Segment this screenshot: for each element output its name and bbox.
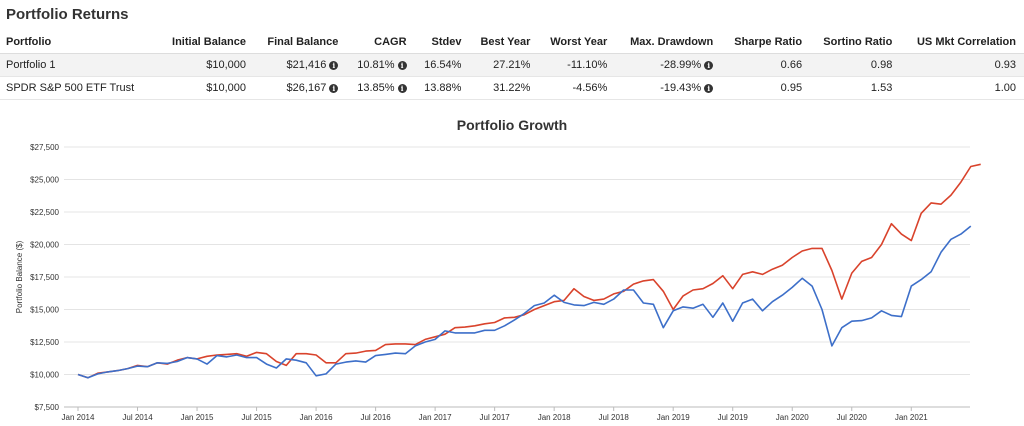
x-tick-label: Jan 2016	[300, 413, 333, 422]
cell-value: 10.81%	[357, 59, 395, 71]
y-tick-label: $10,000	[30, 371, 59, 380]
x-tick-label: Jan 2020	[776, 413, 809, 422]
cell-final: $21,416 i	[254, 53, 347, 77]
table-row: SPDR S&P 500 ETF Trust $10,000 $26,167 i 13.…	[0, 76, 1024, 100]
cell-initial: $10,000	[158, 76, 254, 100]
table-row: Portfolio 1 $10,000 $21,416 i 10.81% i 16.54% 2…	[0, 53, 1024, 77]
y-tick-label: $20,000	[30, 241, 59, 250]
cell-worst: -4.56%	[538, 76, 616, 100]
column-header[interactable]: Portfolio	[0, 30, 159, 54]
cell-value: -4.56%	[572, 82, 608, 94]
cell-drawdown: -19.43% i	[615, 76, 722, 100]
column-header[interactable]: Stdev	[414, 30, 470, 54]
x-tick-label: Jul 2018	[599, 413, 630, 422]
cell-final: $26,167 i	[254, 76, 347, 100]
x-tick-label: Jul 2016	[360, 413, 391, 422]
cell-value: 0.98	[870, 59, 893, 71]
cell-cagr: 13.85% i	[346, 76, 415, 100]
x-tick-label: Jan 2017	[419, 413, 452, 422]
info-circle-icon[interactable]: i	[329, 61, 339, 70]
info-circle-icon[interactable]: i	[397, 61, 407, 70]
y-tick-label: $7,500	[35, 403, 60, 412]
y-tick-label: $25,000	[30, 176, 59, 185]
cell-value: 0.93	[994, 59, 1016, 71]
column-header[interactable]: Worst Year	[538, 30, 616, 54]
y-tick-label: $22,500	[30, 208, 59, 217]
cell-sharpe: 0.95	[721, 76, 811, 100]
column-header[interactable]: Sortino Ratio	[810, 30, 901, 54]
cell-value: 16.54%	[424, 59, 462, 71]
cell-sharpe: 0.66	[721, 53, 811, 77]
column-header[interactable]: Initial Balance	[158, 30, 254, 54]
cell-stdev: 16.54%	[414, 53, 470, 77]
y-tick-label: $12,500	[30, 338, 59, 347]
info-circle-icon[interactable]: i	[704, 61, 714, 70]
series-line-1	[77, 163, 981, 379]
x-tick-label: Jul 2017	[480, 413, 511, 422]
cell-value: 27.21%	[493, 59, 531, 71]
cell-corr: 1.00	[900, 76, 1024, 100]
column-header[interactable]: Max. Drawdown	[615, 30, 722, 54]
column-header[interactable]: US Mkt Correlation	[900, 30, 1024, 54]
cell-drawdown: -28.99% i	[615, 53, 722, 77]
cell-value: -28.99%	[660, 59, 702, 71]
x-tick-label: Jul 2019	[718, 413, 749, 422]
cell-stdev: 13.88%	[414, 76, 470, 100]
cell-portfolio: Portfolio 1	[0, 53, 159, 77]
info-circle-icon[interactable]: i	[704, 84, 714, 93]
x-tick-label: Jul 2014	[122, 413, 153, 422]
cell-value: SPDR S&P 500 ETF Trust	[6, 82, 135, 94]
cell-sortino: 1.53	[810, 76, 901, 100]
x-tick-label: Jan 2018	[538, 413, 571, 422]
x-tick-label: Jan 2015	[181, 413, 214, 422]
cell-value: 1.00	[994, 82, 1016, 94]
column-header[interactable]: Best Year	[469, 30, 539, 54]
column-header[interactable]: CAGR	[346, 30, 415, 54]
cell-value: $10,000	[206, 82, 246, 94]
chart-title: Portfolio Growth	[456, 117, 568, 133]
column-header[interactable]: Final Balance	[254, 30, 347, 54]
x-tick-label: Jan 2019	[657, 413, 690, 422]
y-tick-label: $27,500	[30, 143, 59, 152]
cell-value: 13.88%	[424, 82, 462, 94]
cell-worst: -11.10%	[538, 53, 616, 77]
cell-value: 1.53	[870, 82, 893, 94]
cell-best: 31.22%	[469, 76, 539, 100]
cell-value: -11.10%	[567, 59, 608, 71]
cell-value: $10,000	[206, 59, 246, 71]
cell-value: $21,416	[286, 59, 327, 71]
y-axis-label: Portfolio Balance ($)	[15, 240, 24, 313]
cell-value: 0.66	[780, 59, 803, 71]
cell-corr: 0.93	[900, 53, 1024, 77]
info-circle-icon[interactable]: i	[397, 84, 407, 93]
x-tick-label: Jan 2014	[62, 413, 95, 422]
cell-portfolio: SPDR S&P 500 ETF Trust	[0, 76, 159, 100]
x-tick-label: Jul 2015	[241, 413, 272, 422]
column-header[interactable]: Sharpe Ratio	[721, 30, 811, 54]
cell-value: -19.43%	[660, 82, 702, 94]
section-title: Portfolio Returns	[6, 6, 129, 23]
cell-value: 13.85%	[357, 82, 395, 94]
info-circle-icon[interactable]: i	[329, 84, 339, 93]
y-tick-label: $17,500	[30, 273, 59, 282]
cell-initial: $10,000	[158, 53, 254, 77]
portfolio-returns-table: Portfolio Initial Balance Final Balance CAG…	[0, 30, 1024, 100]
cell-best: 27.21%	[469, 53, 539, 77]
cell-value: $26,167	[286, 82, 327, 94]
cell-sortino: 0.98	[810, 53, 901, 77]
cell-cagr: 10.81% i	[346, 53, 415, 77]
x-tick-label: Jan 2021	[895, 413, 928, 422]
cell-value: 0.95	[780, 82, 803, 94]
cell-value: Portfolio 1	[6, 59, 56, 71]
table-header-row: Portfolio Initial Balance Final Balance CAG…	[0, 30, 1024, 54]
cell-value: 31.22%	[493, 82, 531, 94]
y-tick-label: $15,000	[30, 306, 59, 315]
x-tick-label: Jul 2020	[837, 413, 868, 422]
series-line-2	[77, 225, 972, 379]
